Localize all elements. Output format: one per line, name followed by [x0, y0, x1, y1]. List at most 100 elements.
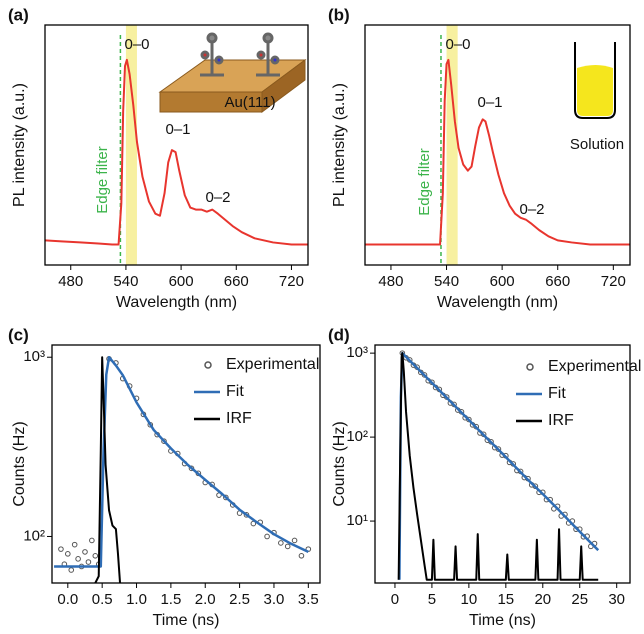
x-tick-label: 660 — [224, 273, 249, 290]
au-slab-inset — [158, 32, 307, 113]
x-tick-label: 20 — [534, 591, 551, 608]
annotation: Edge filter — [94, 146, 111, 214]
x-tick-label: 720 — [601, 273, 626, 290]
x-tick-label: 15 — [497, 591, 514, 608]
x-tick-label: 30 — [608, 591, 625, 608]
data-line — [398, 351, 600, 580]
data-point — [291, 537, 298, 544]
plot-frame — [44, 24, 309, 266]
data-point — [278, 540, 284, 546]
x-tick-label: 480 — [378, 273, 403, 290]
y-tick-label: 10² — [346, 428, 368, 445]
annotation: 0–0 — [124, 36, 149, 53]
data-point — [421, 372, 428, 378]
x-tick-label: 25 — [571, 591, 588, 608]
data-point — [85, 559, 92, 565]
data-point — [264, 533, 270, 540]
x-tick-label: 10 — [461, 591, 478, 608]
legend-label: IRF — [226, 410, 252, 427]
x-tick-label: 2.0 — [195, 591, 216, 608]
legend-label: Experimental — [548, 358, 641, 375]
legend-label: Fit — [548, 385, 566, 402]
data-line — [45, 58, 308, 246]
y-tick-label: 10² — [23, 527, 45, 544]
data-point — [65, 551, 71, 557]
x-tick-label: 600 — [490, 273, 515, 290]
data-line — [365, 58, 630, 246]
data-point — [161, 438, 167, 444]
data-point — [495, 446, 502, 452]
x-axis-label: Wavelength (nm) — [437, 294, 558, 311]
annotation: 0–1 — [477, 94, 502, 111]
plot-frame — [364, 24, 631, 266]
x-tick-label: 1.5 — [160, 591, 181, 608]
x-tick-label: 0.5 — [92, 591, 113, 608]
y-axis-label: Counts (Hz) — [331, 421, 348, 506]
x-tick-label: 600 — [169, 273, 194, 290]
annotation: Au(111) — [224, 94, 275, 111]
plot-frame — [374, 344, 631, 584]
annotation: 0–1 — [165, 121, 190, 138]
legend-marker — [526, 363, 534, 371]
x-tick-label: 3.5 — [298, 591, 319, 608]
data-point — [58, 546, 64, 552]
x-tick-label: 540 — [113, 273, 138, 290]
annotation: Solution — [570, 136, 624, 153]
data-point — [89, 537, 95, 544]
x-axis-label: Time (ns) — [469, 612, 536, 629]
x-tick-label: 660 — [545, 273, 570, 290]
plot-area — [45, 25, 308, 265]
legend-marker — [204, 361, 212, 369]
data-line — [94, 356, 122, 583]
x-tick-label: 3.0 — [264, 591, 285, 608]
annotation: 0–2 — [519, 201, 544, 218]
x-tick-label: 480 — [58, 273, 83, 290]
x-tick-label: 2.5 — [229, 591, 250, 608]
panel-label: (d) — [328, 325, 350, 344]
data-point — [284, 543, 291, 550]
annotation: 0–0 — [445, 36, 470, 53]
data-point — [298, 553, 305, 559]
data-line — [54, 355, 309, 568]
legend-label: Experimental — [226, 356, 319, 373]
highlight-band — [125, 25, 137, 265]
data-point — [68, 567, 75, 573]
x-tick-label: 5 — [428, 591, 436, 608]
data-point — [466, 416, 472, 423]
y-axis-label: Counts (Hz) — [11, 421, 28, 506]
data-point — [243, 512, 250, 518]
data-point — [75, 556, 81, 562]
data-point — [71, 541, 78, 548]
y-tick-label: 10¹ — [346, 512, 368, 529]
data-point — [92, 553, 99, 559]
cuvette-inset — [574, 42, 616, 119]
plot-frame — [51, 344, 321, 584]
x-tick-label: 720 — [279, 273, 304, 290]
legend-label: Fit — [226, 383, 244, 400]
x-axis-label: Wavelength (nm) — [116, 294, 237, 311]
panel-label: (a) — [8, 5, 29, 24]
data-point — [188, 465, 195, 472]
plot-area — [397, 350, 600, 581]
y-axis-label: PL intensity (a.u.) — [331, 83, 348, 207]
highlight-band — [446, 25, 458, 265]
data-point — [223, 494, 229, 501]
annotation: Edge filter — [416, 148, 433, 216]
y-tick-label: 10³ — [23, 348, 45, 365]
x-tick-label: 1.0 — [126, 591, 147, 608]
data-point — [82, 549, 88, 555]
x-tick-label: 0 — [391, 591, 399, 608]
plot-area — [54, 355, 312, 583]
data-line — [397, 352, 599, 581]
panel-label: (b) — [328, 5, 350, 24]
panel-label: (c) — [8, 325, 29, 344]
annotation: 0–2 — [205, 189, 230, 206]
legend-label: IRF — [548, 412, 574, 429]
x-axis-label: Time (ns) — [153, 612, 220, 629]
y-axis-label: PL intensity (a.u.) — [11, 83, 28, 207]
x-tick-label: 540 — [434, 273, 459, 290]
x-tick-label: 0.0 — [57, 591, 78, 608]
y-tick-label: 10³ — [346, 344, 368, 361]
plot-area — [365, 25, 630, 265]
